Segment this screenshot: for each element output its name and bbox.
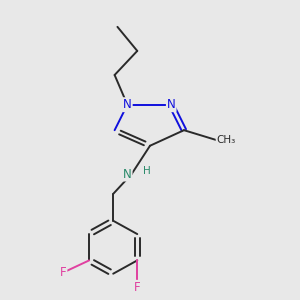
Text: N: N xyxy=(123,98,132,111)
Text: F: F xyxy=(60,266,66,279)
Text: N: N xyxy=(167,98,176,111)
Text: H: H xyxy=(143,166,151,176)
Text: CH₃: CH₃ xyxy=(217,135,236,145)
Text: N: N xyxy=(123,168,132,181)
Text: F: F xyxy=(134,281,141,294)
